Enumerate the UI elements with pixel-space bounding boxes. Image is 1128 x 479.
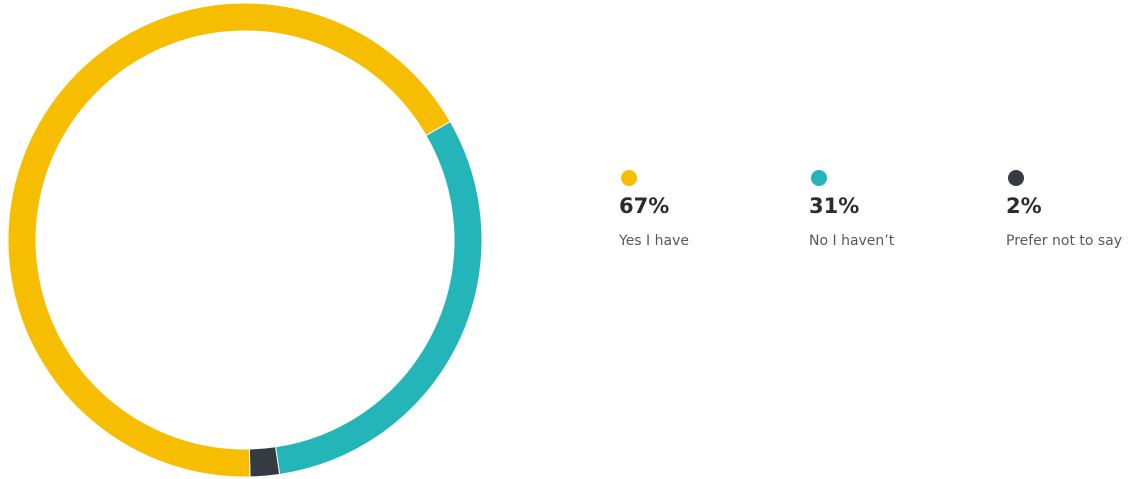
legend-dot-prefer-not [1008, 170, 1024, 186]
donut-slice-prefer-not [248, 446, 281, 478]
legend-label-yes: Yes I have [619, 233, 689, 249]
donut-slice-no [274, 120, 483, 476]
donut-slice-yes [7, 2, 451, 478]
legend-label-prefer-not: Prefer not to say [1006, 233, 1123, 249]
legend-dot-yes [621, 170, 637, 186]
legend-label-no: No I haven’t [809, 233, 895, 249]
legend-value-no: 31% [809, 194, 860, 218]
legend-value-yes: 67% [619, 194, 670, 218]
legend-dot-no [811, 170, 827, 186]
legend-item-no: 31% No I haven’t [809, 170, 979, 250]
legend-item-yes: 67% Yes I have [619, 170, 789, 250]
legend-value-prefer-not: 2% [1006, 194, 1042, 218]
donut-chart [7, 2, 483, 478]
legend-item-prefer-not: 2% Prefer not to say [1006, 170, 1128, 250]
